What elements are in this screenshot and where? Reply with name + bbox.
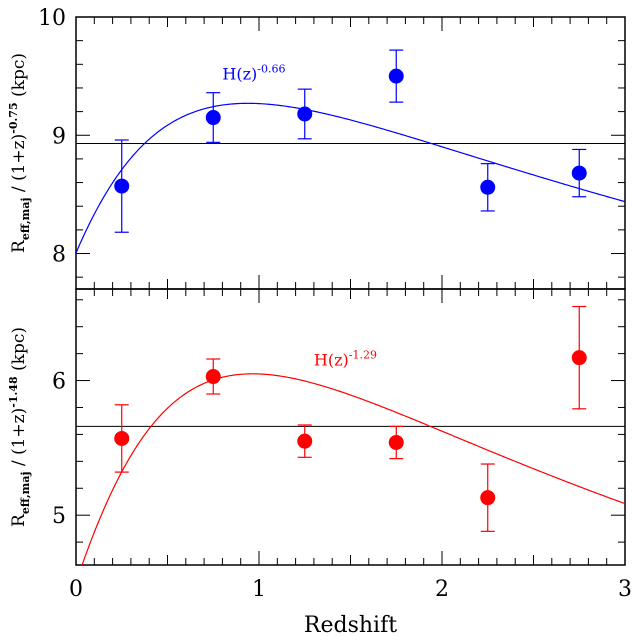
data-point <box>480 179 496 195</box>
y-tick-label: 5 <box>52 504 66 529</box>
y-tick-label: 6 <box>52 370 66 395</box>
x-axis-label: Redshift <box>304 613 397 638</box>
curve-label-base: H(z) <box>222 65 257 84</box>
data-point <box>205 369 221 385</box>
data-point <box>114 430 130 446</box>
data-point <box>297 106 313 122</box>
data-point <box>388 434 404 450</box>
y-axis-label-top: Reff,maj / (1+z)-0.75 (kpc) <box>7 53 32 253</box>
model-curve-top <box>76 102 625 254</box>
y-axis-label-part: R <box>9 239 29 253</box>
y-tick-label: 9 <box>52 124 66 149</box>
panel-top: 8 9 10 H(z)-0.66 Reff,maj / (1+z)-0.75 (kpc) <box>7 6 626 290</box>
model-curve-bottom <box>81 373 625 565</box>
x-tick-label: 3 <box>618 577 632 602</box>
y-axis-label-part: R <box>9 513 29 527</box>
data-point <box>480 490 496 506</box>
data-point <box>571 350 587 366</box>
y-tick-label: 10 <box>38 6 66 31</box>
y-axis-label-part: / (1+z) <box>9 408 29 472</box>
y-tick-label: 8 <box>52 243 66 268</box>
data-point <box>571 165 587 181</box>
plot-frame-bottom <box>75 288 626 566</box>
data-point <box>114 178 130 194</box>
x-tick-label: 1 <box>252 577 266 602</box>
data-point <box>388 68 404 84</box>
y-axis-label-part: -0.75 <box>7 102 20 133</box>
x-tick-label: 0 <box>69 577 83 602</box>
curve-label-exponent: -0.66 <box>257 63 285 76</box>
data-point <box>297 433 313 449</box>
curve-label-bottom: H(z)-1.29 <box>314 349 377 370</box>
x-tick-label: 2 <box>435 577 449 602</box>
curve-label-base: H(z) <box>314 351 349 370</box>
y-axis-label-part: eff,maj <box>19 198 32 241</box>
panel-bottom: 5 6 H(z)-1.29 Reff,maj / (1+z)-1.48 (kpc) <box>7 288 626 566</box>
y-axis-label-part: (kpc) <box>9 53 29 102</box>
y-axis-label-part: -1.48 <box>7 376 20 408</box>
data-point <box>205 110 221 126</box>
curve-label-top: H(z)-0.66 <box>222 63 285 84</box>
y-axis-label-part: eff,maj <box>19 472 32 515</box>
curve-label-exponent: -1.29 <box>349 349 377 362</box>
y-axis-label-part: / (1+z) <box>9 134 29 198</box>
y-axis-label-bottom: Reff,maj / (1+z)-1.48 (kpc) <box>7 327 32 527</box>
plot-frame-top <box>75 16 626 290</box>
y-axis-label-part: (kpc) <box>9 327 29 376</box>
